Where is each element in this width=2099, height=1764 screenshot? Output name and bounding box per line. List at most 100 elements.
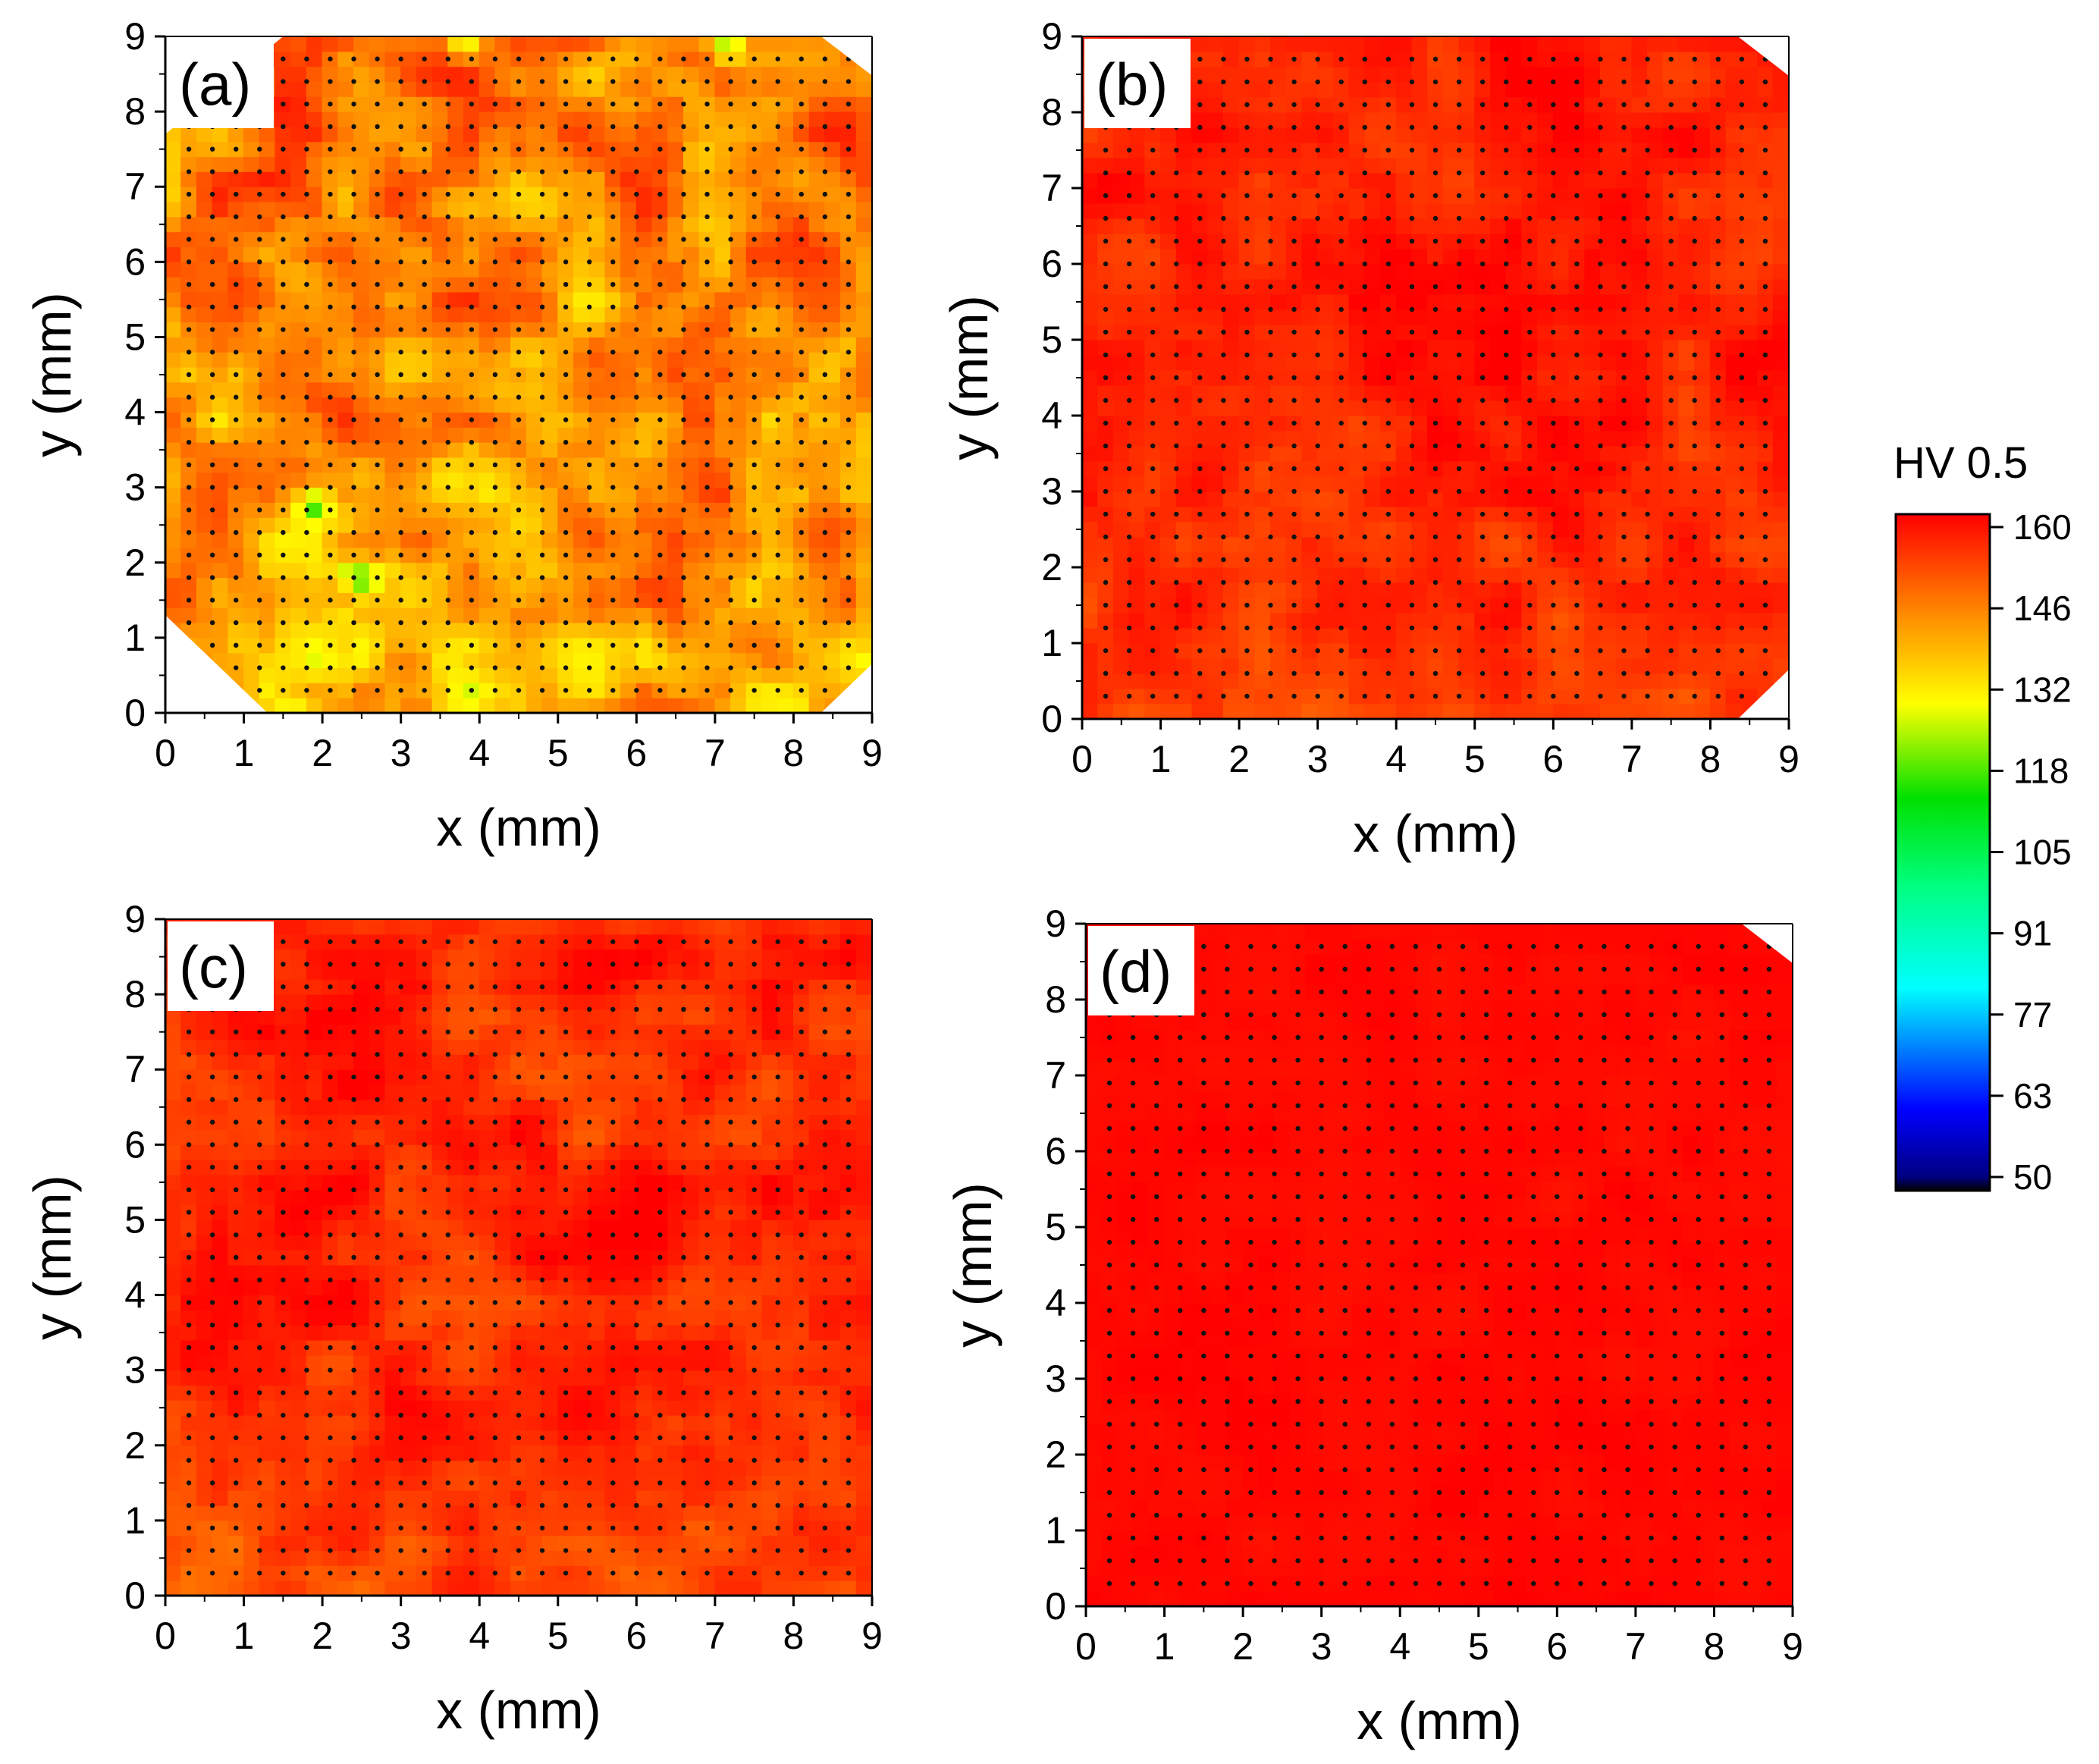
heatmap-cell bbox=[384, 261, 402, 278]
measurement-point bbox=[398, 665, 403, 670]
heatmap-cell bbox=[1757, 339, 1774, 356]
heatmap-cell bbox=[526, 547, 543, 563]
heatmap-cell bbox=[243, 322, 260, 337]
heatmap-cell bbox=[557, 351, 574, 368]
heatmap-cell bbox=[620, 381, 637, 398]
heatmap-cell bbox=[824, 366, 842, 383]
heatmap-cell bbox=[840, 487, 857, 503]
heatmap-cell bbox=[1552, 597, 1570, 614]
heatmap-cell bbox=[1442, 627, 1460, 644]
heatmap-cell bbox=[714, 697, 732, 713]
heatmap-cell bbox=[730, 156, 747, 172]
heatmap-cell bbox=[1380, 445, 1397, 462]
heatmap-cell bbox=[1694, 339, 1711, 356]
heatmap-cell bbox=[1144, 218, 1162, 234]
heatmap-cell bbox=[1631, 385, 1649, 401]
heatmap-cell bbox=[745, 562, 763, 579]
heatmap-cell bbox=[290, 111, 307, 127]
heatmap-cell bbox=[714, 36, 732, 52]
heatmap-cell bbox=[698, 532, 716, 548]
heatmap-cell bbox=[1458, 612, 1476, 629]
heatmap-cell bbox=[604, 246, 622, 262]
heatmap-cell bbox=[1678, 627, 1696, 644]
heatmap-cell bbox=[1285, 385, 1303, 401]
measurement-point bbox=[304, 102, 309, 107]
heatmap-cell bbox=[463, 66, 480, 82]
heatmap-cell bbox=[714, 246, 732, 262]
heatmap-cell bbox=[714, 457, 732, 473]
heatmap-cell bbox=[1552, 430, 1570, 447]
measurement-point bbox=[492, 665, 498, 670]
measurement-point bbox=[775, 575, 780, 580]
measurement-point bbox=[634, 191, 639, 197]
heatmap-cell bbox=[1552, 278, 1570, 295]
heatmap-cell bbox=[573, 487, 590, 503]
heatmap-cell bbox=[620, 351, 637, 368]
measurement-point bbox=[304, 620, 309, 626]
measurement-point bbox=[657, 169, 663, 174]
heatmap-cell bbox=[1128, 627, 1146, 644]
heatmap-cell bbox=[635, 622, 653, 639]
heatmap-cell bbox=[1222, 293, 1240, 310]
heatmap-cell bbox=[1505, 445, 1523, 462]
measurement-point bbox=[304, 169, 309, 174]
measurement-point bbox=[257, 372, 262, 378]
heatmap-cell bbox=[1191, 127, 1209, 143]
heatmap-cell bbox=[369, 697, 386, 713]
heatmap-cell bbox=[1458, 66, 1476, 83]
heatmap-cell bbox=[667, 36, 684, 52]
measurement-point bbox=[587, 259, 592, 265]
heatmap-cell bbox=[1301, 642, 1319, 659]
heatmap-cell bbox=[1631, 187, 1649, 204]
heatmap-cell bbox=[1097, 445, 1114, 462]
heatmap-cell bbox=[1364, 293, 1382, 310]
x-tick-label: 7 bbox=[704, 732, 726, 774]
measurement-point bbox=[1126, 693, 1132, 699]
y-tick-label: 1 bbox=[124, 617, 146, 659]
heatmap-cell bbox=[745, 577, 763, 593]
heatmap-cell bbox=[1599, 688, 1617, 705]
heatmap-cell bbox=[1332, 172, 1350, 189]
heatmap-cell bbox=[1757, 567, 1774, 583]
heatmap-cell bbox=[1175, 612, 1193, 629]
heatmap-cell bbox=[1317, 127, 1334, 143]
heatmap-cell bbox=[384, 366, 402, 383]
heatmap-cell bbox=[1144, 445, 1162, 462]
heatmap-cell bbox=[808, 547, 826, 563]
heatmap-cell bbox=[1537, 658, 1554, 674]
heatmap-cell bbox=[1348, 278, 1366, 295]
heatmap-cell bbox=[227, 291, 245, 308]
heatmap-cell bbox=[730, 261, 747, 278]
heatmap-cell bbox=[1741, 476, 1759, 492]
heatmap-cell bbox=[808, 532, 826, 548]
heatmap-cell bbox=[510, 336, 527, 353]
measurement-point bbox=[657, 372, 663, 378]
measurement-point bbox=[775, 124, 780, 130]
heatmap-cell bbox=[557, 532, 574, 548]
heatmap-cell bbox=[1395, 369, 1413, 386]
heatmap-cell bbox=[1128, 460, 1146, 477]
heatmap-cell bbox=[1647, 567, 1664, 583]
heatmap-cell bbox=[1082, 339, 1099, 356]
heatmap-cell bbox=[573, 322, 590, 337]
heatmap-cell bbox=[1097, 309, 1114, 325]
measurement-point bbox=[657, 665, 663, 670]
heatmap-cell bbox=[1647, 536, 1664, 553]
heatmap-cell bbox=[165, 562, 182, 579]
heatmap-cell bbox=[1772, 460, 1789, 477]
heatmap-cell bbox=[651, 562, 669, 579]
heatmap-cell bbox=[1301, 278, 1319, 295]
heatmap-cell bbox=[1285, 491, 1303, 507]
heatmap-cell bbox=[557, 577, 574, 593]
heatmap-cell bbox=[698, 111, 716, 127]
measurement-point bbox=[234, 327, 239, 332]
heatmap-cell bbox=[1505, 324, 1523, 341]
heatmap-cell bbox=[165, 231, 182, 248]
measurement-point bbox=[846, 372, 852, 378]
heatmap-cell bbox=[1741, 324, 1759, 341]
heatmap-cell bbox=[1442, 233, 1460, 250]
heatmap-cell bbox=[1082, 369, 1099, 386]
heatmap-cell bbox=[337, 322, 355, 337]
heatmap-cell bbox=[1222, 400, 1240, 416]
heatmap-cell bbox=[1489, 445, 1507, 462]
